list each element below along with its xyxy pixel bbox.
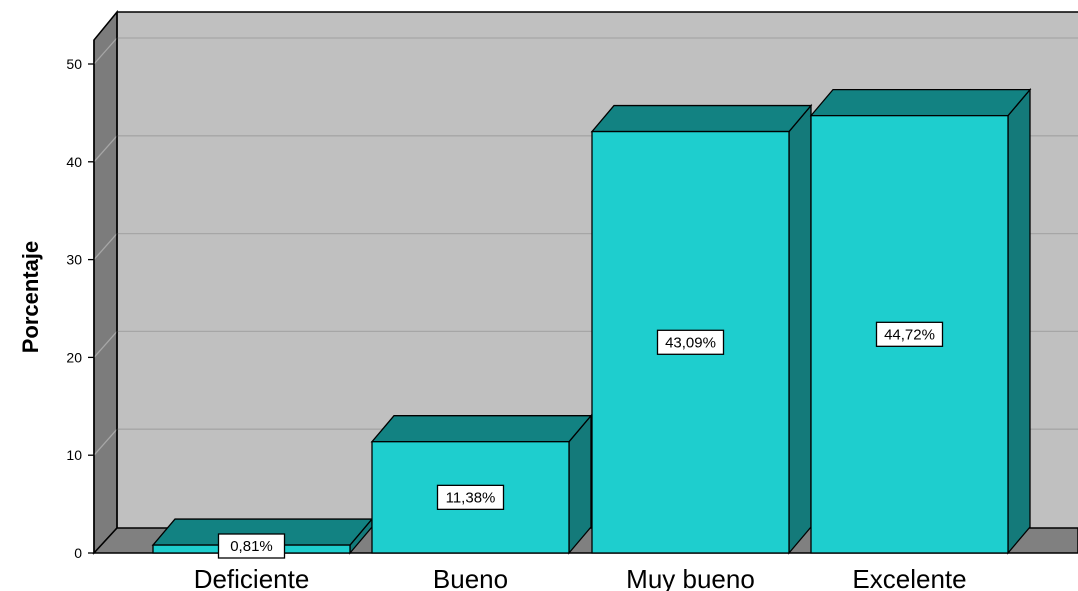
data-label: 43,09% — [656, 329, 725, 355]
y-tick-label: 30 — [66, 252, 82, 268]
data-label: 11,38% — [436, 484, 505, 511]
bar-top — [809, 88, 1032, 117]
gridline-side — [93, 37, 118, 65]
data-label-box — [436, 484, 505, 511]
gridline-side — [93, 330, 118, 358]
bar-side — [788, 103, 812, 555]
data-label: 0,81% — [217, 533, 286, 559]
x-category-label: Muy bueno — [626, 564, 755, 591]
data-label-box — [656, 329, 725, 355]
data-label-box — [217, 533, 286, 559]
bar-group: 44,72% — [809, 87, 1032, 555]
left-side-wall — [93, 9, 118, 555]
bar-group: 43,09% — [590, 103, 813, 555]
x-category-label: Excelente — [852, 564, 966, 591]
y-tick-label: 0 — [74, 545, 82, 561]
data-label-box — [875, 321, 944, 347]
bars: 0,81% 11,38% 43,09% 44,72% — [151, 87, 1032, 559]
y-axis-label: Porcentaje — [18, 241, 43, 354]
x-category-label: Bueno — [433, 564, 508, 591]
bar-group: 11,38% — [370, 413, 593, 555]
gridline-side — [93, 135, 118, 163]
y-tick-label: 40 — [66, 154, 82, 170]
y-tick-label: 10 — [66, 447, 82, 463]
bar — [591, 130, 790, 554]
data-label-text: 44,72% — [884, 326, 935, 343]
gridline-side — [93, 233, 118, 261]
bar-top — [370, 415, 593, 443]
x-category-label: Deficiente — [194, 564, 310, 591]
data-label: 44,72% — [875, 321, 944, 347]
y-tick-label: 50 — [66, 56, 82, 72]
category-labels: Deficiente Bueno Muy bueno Excelente — [194, 564, 967, 591]
data-label-text: 11,38% — [446, 489, 496, 506]
bar-side — [1007, 87, 1031, 555]
data-label-text: 0,81% — [230, 538, 273, 555]
y-axis-ticks: 0 10 20 30 40 50 — [66, 56, 94, 561]
y-tick-label: 20 — [66, 349, 82, 365]
data-label-text: 43,09% — [665, 334, 716, 351]
bar-top — [590, 104, 813, 133]
gridline-side — [93, 428, 118, 456]
bar-group: 0,81% — [151, 517, 374, 559]
